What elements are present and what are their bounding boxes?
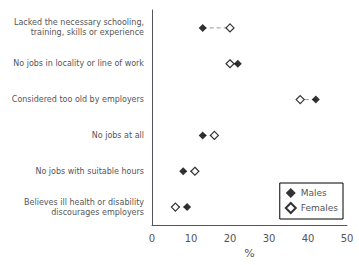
svg-text:Lacked the necessary schooling: Lacked the necessary schooling, — [14, 18, 144, 27]
svg-text:10: 10 — [185, 233, 198, 244]
svg-text:No jobs at all: No jobs at all — [92, 131, 144, 140]
svg-text:No jobs in locality or line of: No jobs in locality or line of work — [13, 59, 144, 68]
svg-text:Considered too old by employer: Considered too old by employers — [12, 95, 144, 104]
svg-text:Males: Males — [301, 188, 327, 198]
svg-text:Females: Females — [301, 203, 339, 213]
svg-text:20: 20 — [224, 233, 237, 244]
svg-text:discourages employers: discourages employers — [51, 208, 144, 217]
svg-text:50: 50 — [341, 233, 354, 244]
svg-text:40: 40 — [302, 233, 315, 244]
svg-text:No jobs with suitable hours: No jobs with suitable hours — [35, 167, 144, 176]
svg-text:30: 30 — [263, 233, 276, 244]
svg-text:%: % — [244, 247, 254, 260]
svg-text:training, skills or experience: training, skills or experience — [31, 28, 144, 37]
svg-text:Believes ill health or disabil: Believes ill health or disability — [24, 198, 144, 207]
svg-text:0: 0 — [149, 233, 155, 244]
